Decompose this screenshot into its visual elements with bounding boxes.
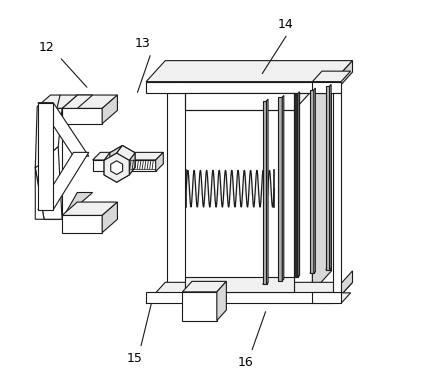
- Polygon shape: [267, 99, 268, 284]
- Polygon shape: [279, 97, 282, 281]
- Polygon shape: [185, 94, 309, 110]
- Polygon shape: [263, 101, 267, 284]
- Polygon shape: [312, 82, 341, 93]
- Polygon shape: [312, 293, 351, 303]
- Polygon shape: [38, 103, 53, 210]
- Text: 14: 14: [278, 18, 294, 31]
- Polygon shape: [146, 292, 334, 303]
- Polygon shape: [38, 103, 89, 156]
- Polygon shape: [312, 292, 341, 303]
- Text: 16: 16: [238, 356, 253, 369]
- Polygon shape: [117, 167, 135, 182]
- Polygon shape: [294, 275, 299, 277]
- Polygon shape: [44, 95, 77, 109]
- Polygon shape: [326, 268, 331, 270]
- Polygon shape: [104, 146, 122, 161]
- Polygon shape: [117, 146, 135, 161]
- Polygon shape: [334, 271, 352, 303]
- Polygon shape: [92, 160, 155, 171]
- Polygon shape: [129, 153, 135, 175]
- Text: 13: 13: [135, 37, 150, 50]
- Polygon shape: [282, 95, 284, 281]
- Polygon shape: [334, 60, 352, 93]
- Polygon shape: [110, 146, 135, 174]
- Polygon shape: [310, 90, 314, 273]
- Polygon shape: [330, 84, 331, 270]
- Polygon shape: [92, 152, 163, 160]
- Polygon shape: [62, 202, 118, 216]
- Text: 12: 12: [39, 41, 55, 54]
- Polygon shape: [312, 72, 331, 292]
- Polygon shape: [104, 153, 110, 175]
- Polygon shape: [35, 167, 44, 219]
- Polygon shape: [298, 92, 299, 277]
- Polygon shape: [44, 109, 62, 219]
- Polygon shape: [326, 86, 330, 270]
- Polygon shape: [217, 281, 226, 321]
- Polygon shape: [314, 88, 315, 273]
- Polygon shape: [263, 283, 268, 284]
- Text: 15: 15: [127, 352, 143, 365]
- Polygon shape: [182, 281, 226, 292]
- Polygon shape: [35, 95, 60, 167]
- Polygon shape: [155, 152, 163, 171]
- Polygon shape: [104, 167, 122, 182]
- Polygon shape: [35, 147, 62, 219]
- Polygon shape: [62, 95, 118, 109]
- Polygon shape: [35, 109, 62, 167]
- Polygon shape: [102, 95, 118, 124]
- Polygon shape: [62, 95, 92, 109]
- Polygon shape: [312, 71, 351, 82]
- Polygon shape: [185, 93, 294, 110]
- Polygon shape: [167, 72, 331, 93]
- Polygon shape: [104, 153, 129, 182]
- Polygon shape: [182, 292, 217, 321]
- Polygon shape: [310, 271, 315, 273]
- Polygon shape: [294, 94, 298, 277]
- Polygon shape: [111, 161, 123, 174]
- Polygon shape: [146, 282, 352, 303]
- Polygon shape: [279, 279, 284, 281]
- Polygon shape: [62, 192, 92, 219]
- Polygon shape: [167, 93, 312, 292]
- Polygon shape: [38, 152, 89, 210]
- Polygon shape: [334, 93, 341, 292]
- Polygon shape: [102, 202, 118, 233]
- Polygon shape: [62, 216, 102, 233]
- Polygon shape: [185, 276, 294, 292]
- Polygon shape: [62, 109, 102, 124]
- Polygon shape: [146, 82, 334, 93]
- Polygon shape: [146, 60, 352, 82]
